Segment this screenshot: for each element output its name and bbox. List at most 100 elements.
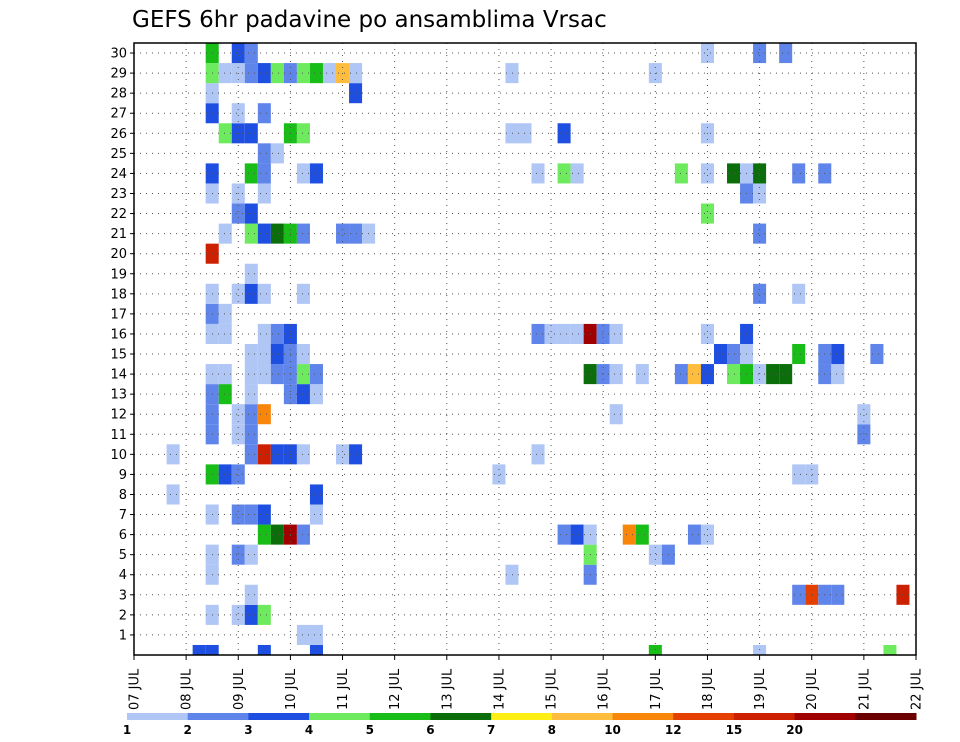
- precip-cell: [674, 364, 688, 385]
- precip-cell: [270, 223, 284, 244]
- x-tick-label: 22 JUL: [910, 668, 925, 710]
- precip-cell: [870, 343, 884, 365]
- precip-cell: [218, 63, 232, 84]
- precip-cell: [857, 404, 871, 425]
- x-tick-label: 16 JUL: [597, 668, 612, 710]
- precip-cell: [231, 544, 245, 565]
- x-tick-label: 15 JUL: [545, 668, 560, 710]
- y-tick-label: 22: [110, 207, 127, 222]
- precip-cell: [753, 223, 767, 244]
- precip-cell: [231, 404, 245, 425]
- legend-swatch: [309, 713, 371, 720]
- precip-cell: [296, 524, 310, 545]
- precip-cell: [296, 223, 310, 244]
- precip-cell: [244, 584, 258, 605]
- precip-cell: [570, 524, 584, 545]
- precip-cell: [727, 163, 741, 184]
- precip-cell: [492, 464, 506, 485]
- precip-cell: [244, 604, 258, 625]
- precip-cell: [218, 303, 232, 324]
- precip-cell: [531, 444, 545, 465]
- y-tick-label: 15: [110, 348, 127, 363]
- y-tick-label: 24: [110, 167, 127, 182]
- precip-cell: [231, 604, 245, 625]
- precip-cell: [257, 364, 271, 385]
- precip-cell: [244, 544, 258, 565]
- precip-cell: [622, 524, 636, 545]
- precip-cell: [557, 524, 571, 545]
- precip-cell: [257, 323, 271, 344]
- precip-cell: [700, 364, 714, 385]
- x-tick-label: 17 JUL: [649, 668, 664, 710]
- y-axis: 1234567891011121314151617181920212223242…: [110, 47, 134, 643]
- precip-cell: [687, 364, 701, 385]
- precip-cell: [309, 163, 323, 184]
- precip-cell: [635, 524, 649, 545]
- precip-cell: [753, 364, 767, 385]
- x-tick-label: 11 JUL: [336, 668, 351, 710]
- precip-cell: [296, 163, 310, 184]
- precip-cell: [309, 624, 323, 645]
- precip-cell: [244, 404, 258, 425]
- y-tick-label: 7: [119, 508, 127, 523]
- precip-cell: [296, 123, 310, 144]
- precip-cell: [557, 323, 571, 344]
- precip-cells: [166, 43, 910, 655]
- y-tick-label: 3: [119, 588, 127, 603]
- legend-swatch: [369, 713, 431, 720]
- x-tick-label: 13 JUL: [440, 668, 455, 710]
- precip-cell: [309, 63, 323, 84]
- precip-cell: [257, 103, 271, 124]
- color-legend: 1 2 3 4 5 6 7 8 10 12 15 20: [123, 713, 917, 737]
- precip-cell: [244, 424, 258, 445]
- y-tick-label: 26: [110, 127, 127, 142]
- precip-cell: [635, 364, 649, 385]
- precip-cell: [257, 644, 271, 655]
- legend-label: 1: [123, 723, 131, 737]
- precip-cell: [883, 644, 897, 655]
- y-tick-label: 12: [110, 408, 127, 423]
- precip-cell: [336, 444, 350, 465]
- y-tick-label: 5: [119, 548, 127, 563]
- chart-title: GEFS 6hr padavine po ansamblima Vrsac: [132, 7, 607, 33]
- precip-cell: [296, 63, 310, 84]
- precip-cell: [257, 183, 271, 204]
- precip-cell: [531, 323, 545, 344]
- y-tick-label: 17: [110, 307, 127, 322]
- legend-swatch: [673, 713, 735, 720]
- precip-cell: [231, 504, 245, 525]
- legend-label: 2: [184, 723, 192, 737]
- precip-cell: [570, 323, 584, 344]
- precip-cell: [753, 283, 767, 304]
- legend-swatch: [733, 713, 796, 720]
- legend-label: 8: [548, 723, 556, 737]
- precip-cell: [505, 123, 519, 144]
- precip-cell: [257, 404, 271, 425]
- y-tick-label: 6: [119, 528, 127, 543]
- x-tick-label: 10 JUL: [284, 668, 299, 710]
- legend-swatch: [127, 713, 189, 720]
- y-tick-label: 14: [110, 368, 127, 383]
- precip-cell: [166, 444, 180, 465]
- precip-cell: [244, 343, 258, 365]
- precip-cell: [505, 564, 519, 585]
- precip-cell: [309, 484, 323, 505]
- precip-cell: [766, 364, 780, 385]
- precip-cell: [257, 504, 271, 525]
- precip-cell: [531, 163, 545, 184]
- precip-cell: [296, 343, 310, 365]
- legend-swatch: [430, 713, 492, 720]
- legend-label: 20: [786, 723, 803, 737]
- precip-cell: [687, 524, 701, 545]
- precip-cell: [805, 464, 819, 485]
- precip-cell: [231, 103, 245, 124]
- legend-swatch: [248, 713, 310, 720]
- legend-label: 4: [305, 723, 313, 737]
- precip-cell: [505, 63, 519, 84]
- precip-cell: [570, 163, 584, 184]
- precip-cell: [753, 43, 767, 64]
- x-tick-label: 20 JUL: [805, 668, 820, 710]
- precip-cell: [231, 203, 245, 224]
- x-tick-label: 21 JUL: [857, 668, 872, 710]
